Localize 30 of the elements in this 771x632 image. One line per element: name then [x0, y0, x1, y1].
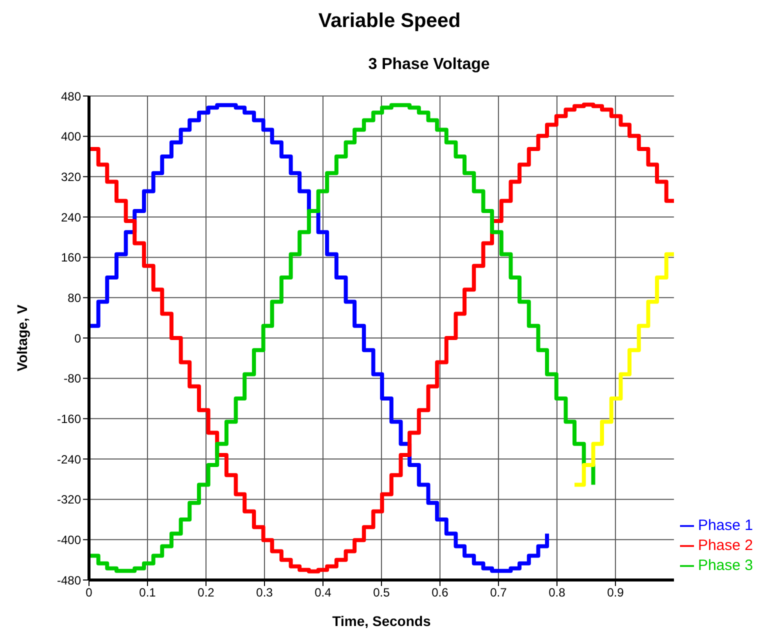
x-tick-label: 0.1 — [139, 586, 156, 600]
x-tick-label: 0.3 — [256, 586, 274, 600]
legend-label: Phase 1 — [698, 517, 753, 534]
x-tick-label: 0.5 — [373, 586, 390, 600]
y-tick-label: 160 — [60, 250, 82, 265]
x-tick-label: 0 — [86, 586, 93, 600]
y-tick-label: 80 — [68, 290, 82, 305]
x-tick-label: 0.9 — [607, 586, 624, 600]
y-tick-label: -480 — [56, 573, 82, 588]
y-tick-label: -240 — [56, 452, 82, 466]
x-tick-label: 0.7 — [490, 586, 508, 600]
y-tick-label: -80 — [64, 372, 82, 386]
x-tick-label: 0.8 — [548, 586, 566, 600]
y-tick-label: 240 — [60, 210, 82, 224]
y-tick-label: 400 — [60, 130, 82, 144]
legend-label: Phase 3 — [698, 557, 753, 574]
y-tick-label: 0 — [74, 331, 82, 346]
y-tick-label: -160 — [56, 412, 82, 426]
x-tick-label: 0.2 — [198, 586, 215, 600]
y-tick-label: 320 — [60, 170, 82, 184]
y-tick-label: 480 — [60, 89, 82, 104]
x-tick-label: 0.6 — [432, 586, 449, 600]
y-tick-label: -320 — [56, 492, 82, 507]
y-tick-label: -400 — [56, 532, 82, 547]
y-axis-title: Voltage, V — [14, 304, 30, 372]
chart-subtitle: 3 Phase Voltage — [367, 55, 491, 75]
x-axis-title: Time, Seconds — [332, 613, 431, 629]
x-tick-label: 0.4 — [314, 586, 332, 600]
chart-title: Variable Speed — [317, 9, 462, 34]
legend-label: Phase 2 — [698, 537, 753, 554]
